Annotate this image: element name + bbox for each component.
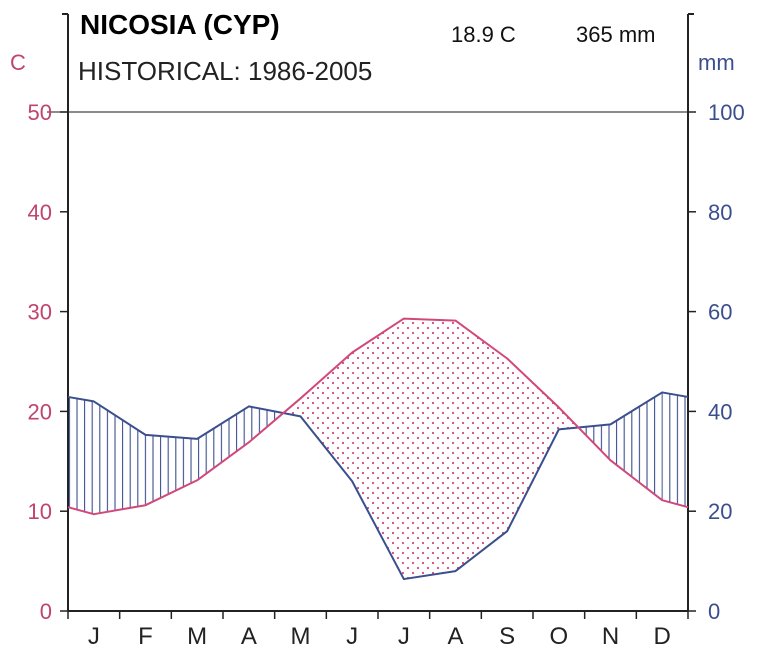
dry-dot-area [403, 318, 456, 580]
month-label: A [447, 623, 463, 650]
precipitation-line [67, 391, 689, 581]
month-label: N [602, 623, 619, 650]
month-label: O [549, 623, 568, 650]
tick-layer: 0 10 20 30 40 50 0 20 40 60 80 100 J F M A M J J A S O N D [28, 100, 745, 650]
month-label: J [346, 623, 358, 650]
right-tick-label: 0 [708, 599, 720, 624]
month-label: F [138, 623, 153, 650]
temperature-line [67, 317, 689, 516]
chart-title: NICOSIA (CYP) [80, 9, 280, 40]
right-tick-label: 60 [708, 300, 732, 325]
dry-dot-area [507, 358, 559, 532]
month-label: J [398, 623, 410, 650]
wet-hatch-area [610, 392, 663, 501]
left-tick-label: 30 [28, 300, 52, 325]
wet-hatch-area [93, 401, 146, 515]
left-tick-label: 0 [40, 599, 52, 624]
right-axis-unit: mm [698, 50, 735, 75]
right-tick-label: 100 [708, 100, 745, 125]
left-tick-label: 50 [28, 100, 52, 125]
wet-hatch-area [662, 392, 688, 508]
annual-precipitation: 365 mm [576, 22, 655, 47]
wet-hatch-area [145, 434, 198, 506]
mean-temperature: 18.9 C [451, 22, 516, 47]
right-tick-label: 80 [708, 200, 732, 225]
month-label: M [187, 623, 207, 650]
dry-dot-area [455, 320, 508, 572]
wet-hatch-area [68, 396, 94, 515]
dry-dot-area [352, 318, 404, 580]
left-tick-label: 40 [28, 200, 52, 225]
month-label: S [499, 623, 515, 650]
month-label: M [291, 623, 311, 650]
month-label: D [653, 623, 670, 650]
left-axis-unit: C [10, 50, 26, 75]
left-tick-label: 20 [28, 399, 52, 424]
right-tick-label: 20 [708, 499, 732, 524]
wet-hatch-area [197, 406, 249, 481]
chart-subtitle: HISTORICAL: 1986-2005 [78, 56, 372, 86]
line-layer [67, 317, 689, 581]
wet-hatch-area [248, 406, 284, 443]
month-label: J [88, 623, 100, 650]
left-tick-label: 10 [28, 499, 52, 524]
dry-dot-area [300, 352, 353, 482]
month-label: A [241, 623, 257, 650]
right-tick-label: 40 [708, 399, 732, 424]
fill-layer [68, 318, 688, 580]
